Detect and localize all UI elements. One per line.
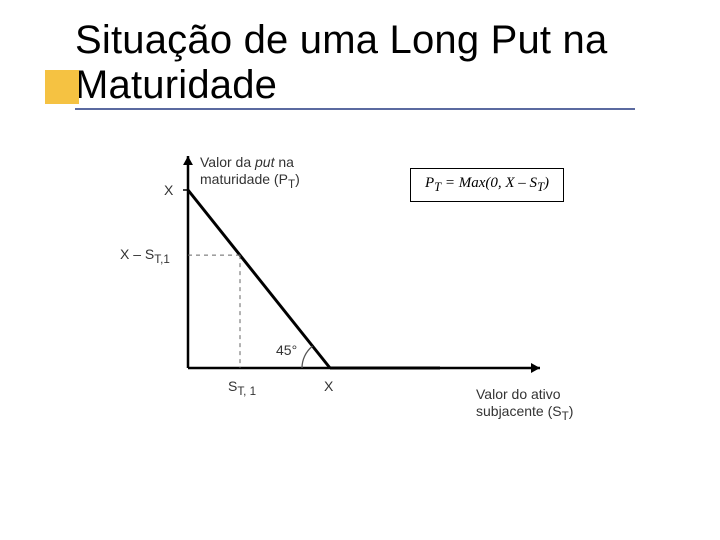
title-underline: [75, 108, 635, 110]
slide-title: Situação de uma Long Put na Maturidade: [75, 18, 665, 108]
payoff-figure: PT = Max(0, X – ST) Valor da put namatur…: [90, 160, 630, 480]
title-accent-square: [45, 70, 79, 104]
x-axis-label: Valor do ativosubjacente (ST): [476, 386, 573, 424]
chart-svg: [90, 160, 630, 480]
angle-45-label: 45°: [276, 342, 297, 358]
y-axis-label: Valor da put namaturidade (PT): [200, 154, 300, 192]
y-tick-X: X: [164, 182, 173, 198]
slide-title-block: Situação de uma Long Put na Maturidade: [75, 18, 665, 108]
formula-box: PT = Max(0, X – ST): [410, 168, 564, 202]
x-tick-X: X: [324, 378, 333, 394]
y-tick-X-minus-ST: X – ST,1: [120, 246, 170, 266]
x-tick-ST1: ST, 1: [228, 378, 256, 398]
